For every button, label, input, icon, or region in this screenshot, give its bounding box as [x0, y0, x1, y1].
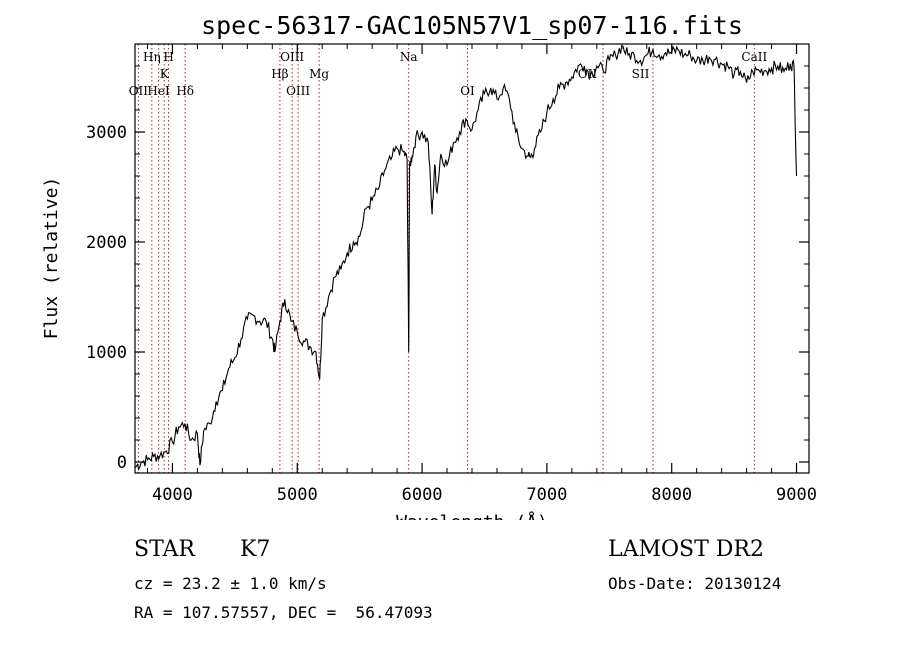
chart-title: spec-56317-GAC105N57V1_sp07-116.fits: [201, 11, 743, 40]
spectral-line-label: SII: [632, 67, 650, 81]
x-tick-label: 9000: [776, 485, 817, 505]
object-class: STAR: [134, 537, 195, 562]
x-axis-ticks: 4000 5000 6000 7000 8000 9000: [146, 44, 817, 505]
spectral-line-label: Hβ: [271, 67, 288, 81]
spectral-line-label: CaII: [741, 50, 767, 64]
x-tick-label: 7000: [526, 485, 567, 505]
spectral-line-label: OI: [460, 84, 475, 98]
spectral-line-label: Na: [400, 50, 418, 64]
x-tick-label: 8000: [651, 485, 692, 505]
y-axis-ticks: 0 1000 2000 3000: [86, 43, 809, 473]
spectral-guide-lines: [137, 44, 755, 473]
y-tick-label: 3000: [86, 123, 127, 143]
coordinates: RA = 107.57557, DEC = 56.47093: [134, 603, 433, 622]
x-axis-label: Wavelength (Å): [396, 511, 548, 520]
x-tick-label: 6000: [402, 485, 443, 505]
spectral-line-label: Mg: [309, 67, 329, 81]
x-tick-label: 4000: [152, 485, 193, 505]
x-tick-label: 5000: [277, 485, 318, 505]
spectral-line-label: OIII: [280, 50, 304, 64]
y-tick-label: 1000: [86, 343, 127, 363]
spectral-line-label: H: [163, 50, 173, 64]
y-tick-label: 2000: [86, 233, 127, 253]
object-subclass: K7: [240, 537, 271, 562]
redshift-info: cz = 23.2 ± 1.0 km/s: [134, 574, 327, 593]
spectral-line-label: Hη: [143, 50, 161, 64]
spectral-line-label: OII: [129, 84, 149, 98]
plot-frame: [134, 43, 810, 474]
spectrum-line: [134, 45, 798, 471]
y-axis-label: Flux (relative): [41, 177, 62, 340]
survey-name: LAMOST DR2: [608, 537, 764, 562]
spectral-line-label: OIII: [286, 84, 310, 98]
obs-date: Obs-Date: 20130124: [608, 574, 782, 593]
spectral-line-label: HeI: [147, 84, 170, 98]
spectral-line-label: K: [160, 67, 170, 81]
spectrum-chart: spec-56317-GAC105N57V1_sp07-116.fits Hη H…: [41, 11, 817, 533]
y-tick-label: 0: [117, 453, 127, 473]
spectral-line-label: Hδ: [176, 84, 194, 98]
